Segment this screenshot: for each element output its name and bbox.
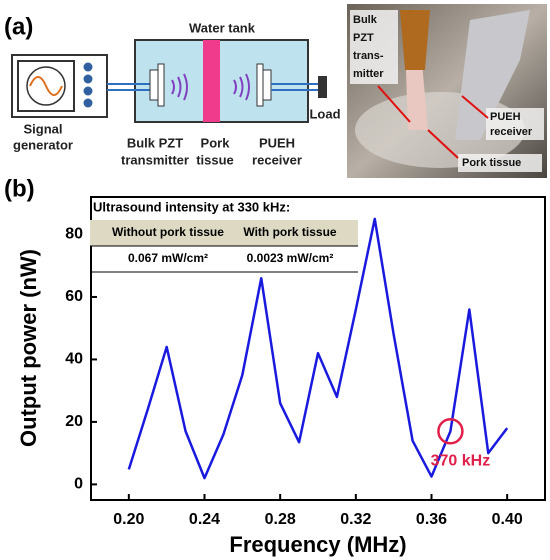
label-box bbox=[486, 108, 544, 140]
label: Bulk PZT bbox=[127, 135, 183, 150]
load-label: Load bbox=[309, 106, 340, 121]
x-tick-label: 0.40 bbox=[492, 511, 523, 528]
label-box bbox=[458, 154, 542, 172]
receiver bbox=[262, 69, 272, 101]
y-axis-title: Output power (nW) bbox=[16, 249, 41, 447]
photo-label: Pork tissue bbox=[462, 157, 521, 169]
table-header-bg bbox=[90, 220, 358, 246]
y-tick-label: 60 bbox=[65, 288, 83, 305]
label: PUEH bbox=[259, 135, 295, 150]
y-tick-label: 20 bbox=[65, 413, 83, 430]
photo-label: trans- bbox=[353, 50, 384, 62]
panel-label: (b) bbox=[4, 175, 35, 202]
x-tick-label: 0.36 bbox=[416, 511, 447, 528]
receiver-photo bbox=[455, 10, 530, 140]
panel-label: (a) bbox=[4, 13, 33, 40]
load bbox=[318, 76, 327, 98]
x-tick-label: 0.20 bbox=[113, 511, 144, 528]
x-tick-label: 0.32 bbox=[340, 511, 371, 528]
y-tick-label: 40 bbox=[65, 351, 83, 368]
photo-label: receiver bbox=[490, 126, 533, 138]
photo-label: mitter bbox=[353, 68, 384, 80]
table-header: Without pork tissue bbox=[112, 225, 224, 239]
photo-label: PZT bbox=[353, 32, 374, 44]
tissue bbox=[203, 40, 220, 122]
transmitter bbox=[149, 69, 159, 101]
data-line bbox=[127, 217, 509, 480]
label: receiver bbox=[252, 152, 302, 167]
table-cell: 0.067 mW/cm² bbox=[128, 251, 208, 265]
plot-frame bbox=[90, 196, 546, 501]
sine bbox=[29, 76, 63, 96]
table-header: With pork tissue bbox=[243, 225, 337, 239]
label: transmitter bbox=[121, 152, 189, 167]
x-tick-label: 0.24 bbox=[189, 511, 220, 528]
x-axis-title: Frequency (MHz) bbox=[229, 532, 406, 557]
annotation-circle bbox=[437, 418, 464, 445]
label: Signal bbox=[23, 121, 62, 136]
x-tick-label: 0.28 bbox=[265, 511, 296, 528]
y-tick-label: 80 bbox=[65, 226, 83, 243]
transmitter-photo bbox=[400, 10, 430, 70]
table-cell: 0.0023 mW/cm² bbox=[247, 251, 334, 265]
transmitter bbox=[157, 63, 165, 107]
waves bbox=[171, 73, 188, 101]
label-box bbox=[350, 10, 398, 84]
inset-title: Ultrasound intensity at 330 kHz: bbox=[93, 199, 290, 214]
waves bbox=[233, 73, 250, 101]
y-tick-label: 0 bbox=[74, 476, 83, 493]
photo-label: PUEH bbox=[490, 111, 521, 123]
tank-label: Water tank bbox=[189, 20, 256, 35]
wire bbox=[107, 83, 150, 91]
label: generator bbox=[13, 137, 73, 152]
annotation-label: 370 kHz bbox=[431, 452, 491, 469]
label: Pork bbox=[201, 135, 231, 150]
photo-label: Bulk bbox=[353, 14, 378, 26]
arrow bbox=[377, 85, 489, 159]
receiver bbox=[256, 63, 264, 107]
buttons bbox=[83, 62, 93, 108]
label: tissue bbox=[196, 152, 234, 167]
